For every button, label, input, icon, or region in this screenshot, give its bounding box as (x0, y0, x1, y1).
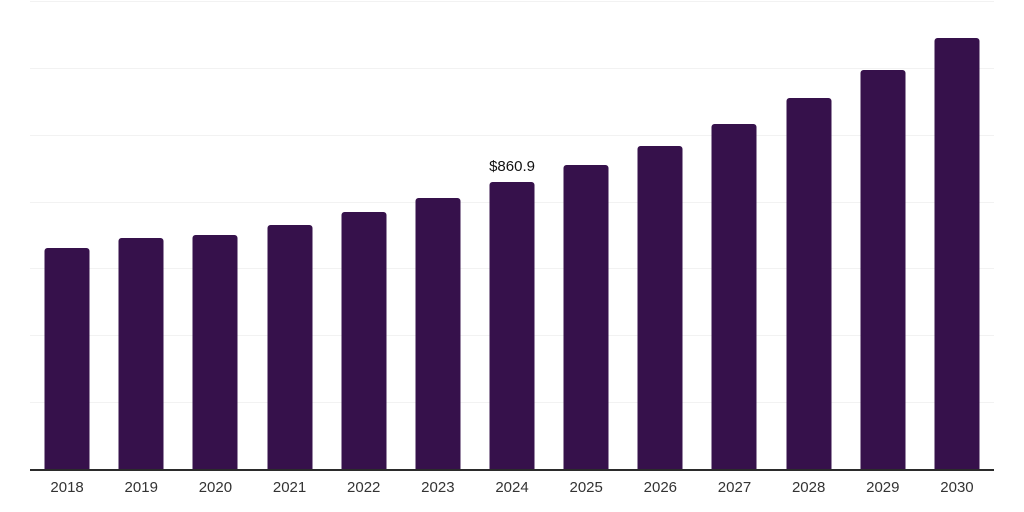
bar-2018 (44, 248, 90, 470)
bar-2024 (489, 182, 535, 470)
x-tick-label-2029: 2029 (866, 479, 900, 496)
x-tick-label-2027: 2027 (717, 479, 752, 496)
x-tick-label-2019: 2019 (124, 479, 158, 496)
gridline-1000 (30, 134, 994, 136)
bar-group-2018 (30, 2, 104, 470)
bar-2019 (118, 238, 164, 470)
x-tick-label-2018: 2018 (50, 479, 84, 496)
x-axis-labels: 2018 2019 2020 2021 2022 2023 2024 2025 2026 2027… (30, 479, 994, 496)
gridline-1200 (30, 67, 994, 69)
x-tick-label-2021: 2021 (272, 479, 307, 496)
x-tick-label-2020: 2020 (198, 479, 233, 496)
bar-group-2020 (178, 2, 252, 470)
x-tick-label-2028: 2028 (791, 479, 826, 496)
bar-2022 (341, 211, 387, 470)
bar-group-2023 (401, 2, 475, 470)
bar-2026 (637, 145, 683, 470)
x-axis-line (30, 469, 994, 471)
bar-group-2022 (327, 2, 401, 470)
bar-2029 (860, 70, 906, 470)
x-tick-label-2025: 2025 (569, 479, 603, 496)
bar-value-label-2024: $860.9 (489, 158, 535, 176)
bar-group-2028 (772, 2, 846, 470)
bar-2021 (267, 224, 313, 470)
bar-group-2029 (846, 2, 920, 470)
x-tick-label-2022: 2022 (347, 479, 381, 496)
x-tick-label-2023: 2023 (421, 479, 455, 496)
bar-2030 (934, 38, 980, 470)
x-tick-label-2026: 2026 (643, 479, 678, 496)
bar-group-2026 (623, 2, 697, 470)
x-tick-label-2024: 2024 (495, 479, 529, 496)
bar-2023 (415, 197, 461, 470)
bar-group-2019 (104, 2, 178, 470)
bar-group-2030 (920, 2, 994, 470)
bar-2025 (563, 165, 609, 470)
bar-2027 (711, 124, 757, 470)
bars: $860.9 (30, 2, 994, 470)
bar-2028 (786, 98, 832, 470)
gridline-1400 (30, 1, 994, 2)
x-tick-label-2030: 2030 (940, 479, 974, 496)
bar-group-2024: $860.9 (475, 2, 549, 470)
bar-group-2021 (252, 2, 326, 470)
bar-group-2027 (697, 2, 771, 470)
bar-group-2025 (549, 2, 623, 470)
plot-area: $860.9 (30, 1, 994, 470)
bar-2020 (192, 235, 238, 470)
